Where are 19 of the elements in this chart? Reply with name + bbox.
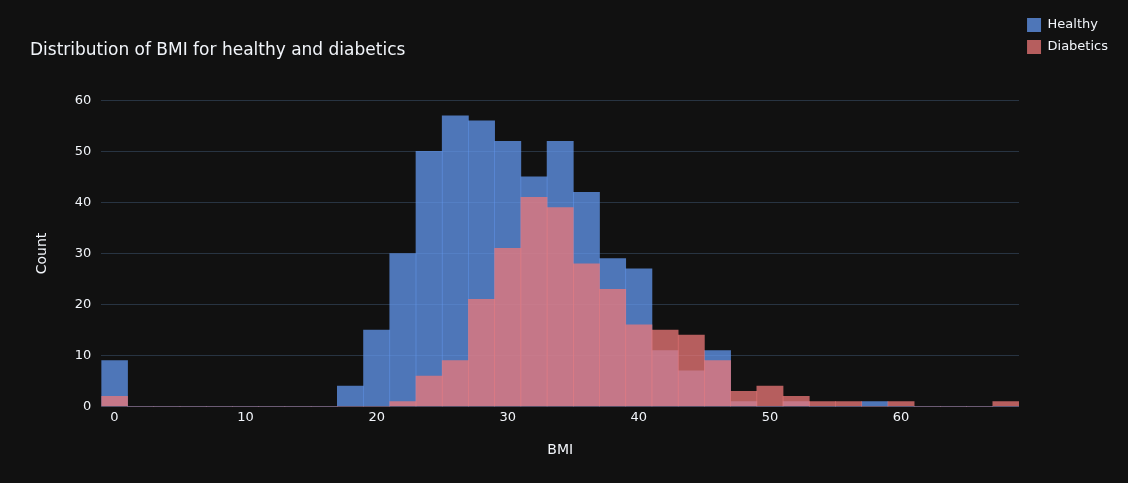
y-tick-label: 10 [74,346,92,362]
y-tick-label: 20 [74,295,92,311]
x-tick-label: 40 [630,408,648,424]
y-tick-label: 60 [74,91,92,107]
y-tick-label: 40 [74,193,92,209]
chart-title: Distribution of BMI for healthy and diabetics [30,38,406,59]
x-tick-label: 10 [237,408,254,424]
y-tick-label: 50 [74,142,92,158]
y-tick-label: 0 [83,397,92,413]
x-tick-label: 20 [368,408,385,424]
x-tick-label: 50 [761,408,779,424]
y-axis-title: Count [33,232,50,275]
x-tick-label: 60 [892,408,910,424]
x-tick-label: 0 [110,408,119,424]
x-tick-label: 30 [499,408,517,424]
legend-label: Healthy [1047,16,1099,32]
y-tick-label: 30 [74,244,92,260]
x-axis-title: BMI [547,441,574,458]
legend-label: Diabetics [1047,38,1109,54]
